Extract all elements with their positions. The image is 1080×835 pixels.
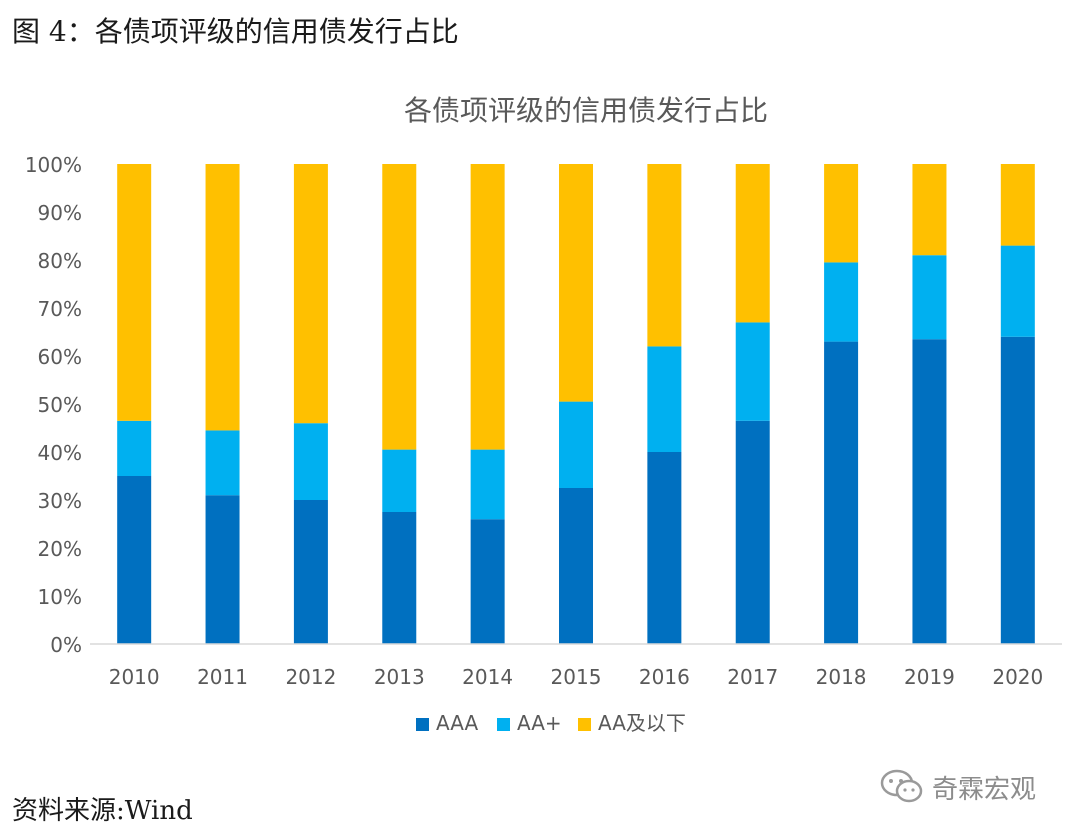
bar-segment-aa-and-below — [293, 164, 328, 424]
bar-segment-aa-plus — [205, 430, 240, 496]
bar-segment-aa-and-below — [205, 164, 240, 431]
x-tick-label: 2013 — [374, 665, 425, 689]
y-tick-label: 70% — [38, 297, 82, 321]
x-tick-label: 2019 — [904, 665, 955, 689]
wechat-watermark: 奇霖宏观 — [880, 768, 1036, 806]
stacked-bar-chart: 各债项评级的信用债发行占比 0% 10% 20% 30% 40% 50% 60% 70% 80% 9… — [25, 94, 1062, 735]
bar-segment-aa-and-below — [559, 164, 593, 402]
y-tick-label: 60% — [38, 345, 82, 369]
bar-segment-aa-plus — [912, 255, 947, 340]
bar-segment-aa-and-below — [470, 164, 505, 450]
bar-segment-aa-and-below — [824, 164, 859, 263]
legend-label-aa-and-below: AA及以下 — [598, 711, 686, 735]
bar-segment-aa-and-below — [647, 164, 682, 347]
x-tick-label: 2012 — [285, 665, 336, 689]
bar-segment-aa-and-below — [117, 164, 152, 421]
y-tick-label: 100% — [25, 153, 82, 177]
legend-swatch-aa-plus — [497, 718, 510, 731]
bar-segment-aa-and-below — [1000, 164, 1035, 246]
legend-swatch-aa-and-below — [578, 718, 591, 731]
bar-segment-aaa — [117, 476, 152, 644]
legend-swatch-aaa — [416, 718, 429, 731]
bar-segment-aaa — [559, 488, 593, 644]
bar-segment-aaa — [382, 512, 417, 644]
bar-segment-aa-plus — [1000, 245, 1035, 337]
bar-segment-aa-plus — [559, 401, 593, 488]
bar-segment-aa-plus — [647, 346, 682, 452]
wechat-icon — [880, 769, 923, 803]
x-tick-label: 2014 — [462, 665, 513, 689]
y-tick-label: 80% — [38, 249, 82, 273]
legend-label-aaa: AAA — [436, 711, 478, 735]
legend-label-aa-plus: AA+ — [517, 711, 562, 735]
y-tick-label: 0% — [50, 633, 82, 657]
bar-segment-aa-and-below — [735, 164, 770, 323]
source-note: 资料来源:Wind — [12, 796, 193, 826]
bar-segment-aaa — [647, 452, 682, 644]
bar-segment-aa-plus — [293, 423, 328, 500]
bar-segment-aa-and-below — [912, 164, 947, 256]
bar-segment-aaa — [205, 495, 240, 644]
y-tick-label: 20% — [38, 537, 82, 561]
x-tick-label: 2015 — [551, 665, 602, 689]
figure-caption: 图 4：各债项评级的信用债发行占比 — [12, 15, 459, 48]
bar-segment-aaa — [470, 519, 505, 644]
x-tick-label: 2011 — [197, 665, 248, 689]
bar-segment-aa-plus — [382, 449, 417, 512]
y-tick-label: 90% — [38, 201, 82, 225]
bar-segment-aa-plus — [735, 322, 770, 421]
watermark-text: 奇霖宏观 — [932, 774, 1037, 805]
bar-segment-aa-and-below — [382, 164, 417, 450]
bar-segment-aaa — [824, 341, 859, 644]
y-tick-label: 10% — [38, 585, 82, 609]
x-tick-label: 2016 — [639, 665, 690, 689]
bar-segment-aa-plus — [470, 449, 505, 520]
y-tick-label: 50% — [38, 393, 82, 417]
bar-segment-aa-plus — [824, 262, 859, 342]
x-tick-label: 2010 — [109, 665, 160, 689]
chart-title: 各债项评级的信用债发行占比 — [404, 94, 768, 127]
x-tick-label: 2020 — [992, 665, 1043, 689]
bar-segment-aaa — [735, 420, 770, 644]
y-tick-label: 40% — [38, 441, 82, 465]
bar-segment-aaa — [1000, 336, 1035, 644]
bar-segment-aaa — [912, 339, 947, 644]
x-tick-label: 2018 — [816, 665, 867, 689]
y-tick-label: 30% — [38, 489, 82, 513]
chart-container: 各债项评级的信用债发行占比 0% 10% 20% 30% 40% 50% 60% 70% 80% 9… — [0, 70, 1080, 770]
x-tick-label: 2017 — [727, 665, 778, 689]
bar-segment-aaa — [293, 500, 328, 644]
bar-segment-aa-plus — [117, 420, 152, 476]
